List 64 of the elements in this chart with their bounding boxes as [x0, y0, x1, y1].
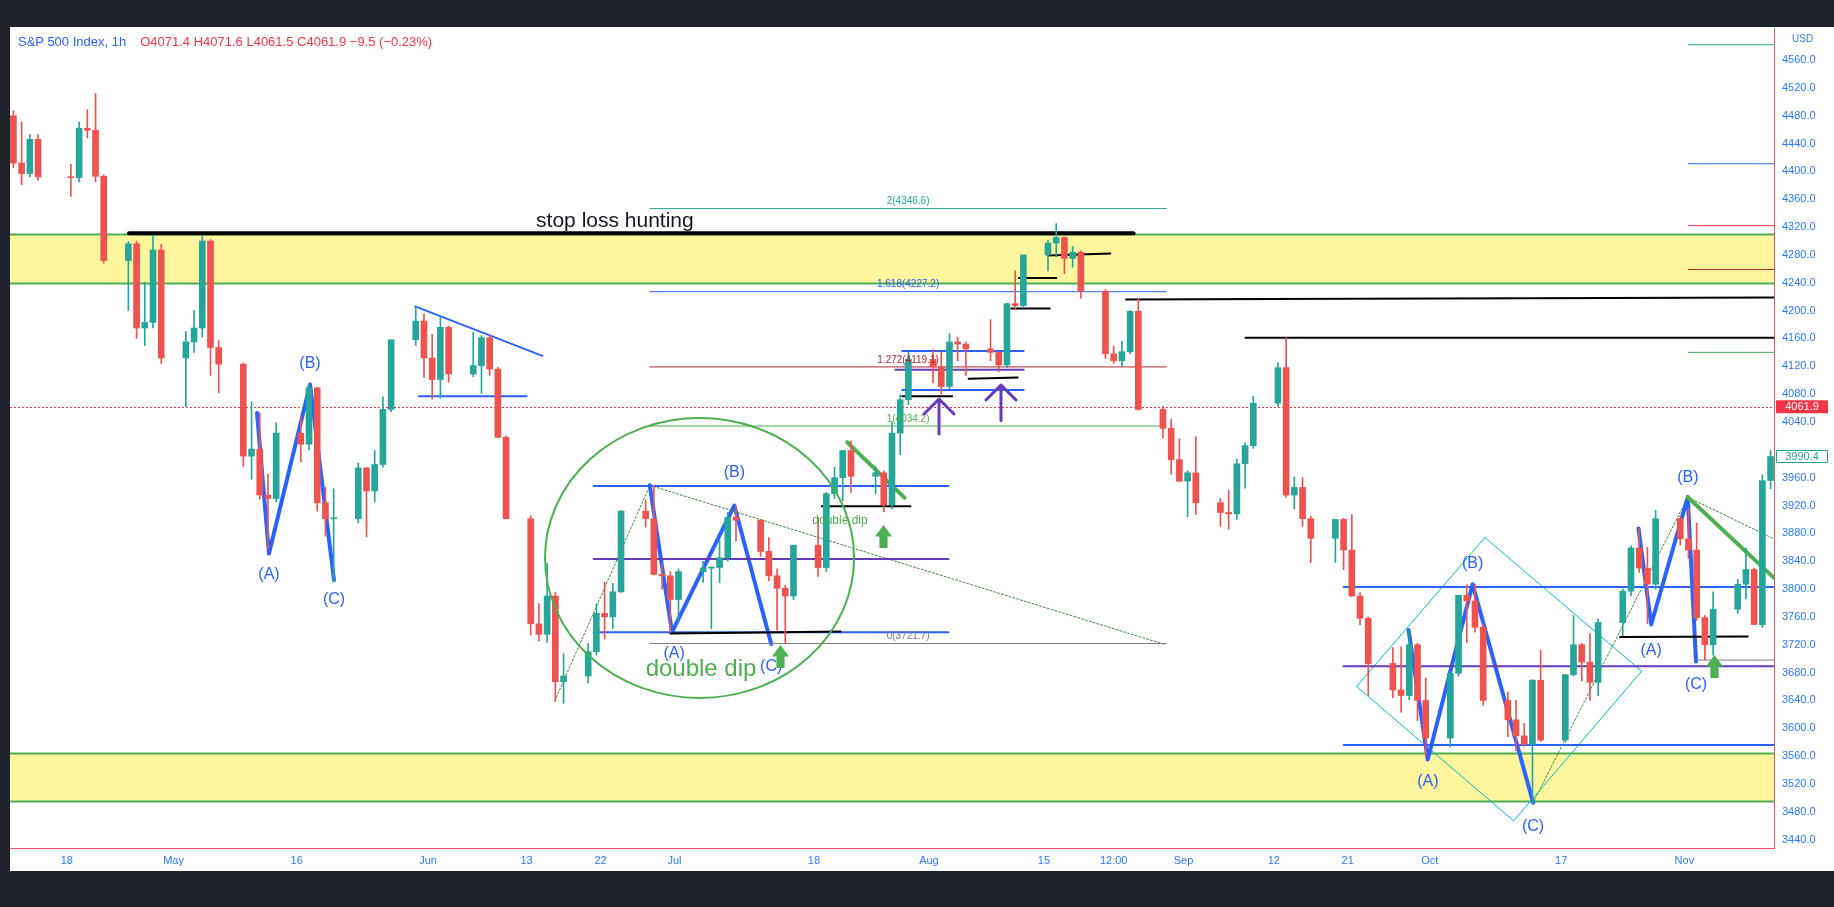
x-tick-label: 15 — [1037, 853, 1051, 866]
y-tick-label: 3480.0 — [1782, 804, 1816, 817]
y-tick-label: 3920.0 — [1782, 498, 1816, 511]
y-tick-label: 3880.0 — [1782, 526, 1816, 539]
y-tick-label: 4400.0 — [1782, 164, 1816, 177]
y-tick-label: 4320.0 — [1782, 220, 1816, 233]
y-tick-label: 3680.0 — [1782, 665, 1816, 678]
y-tick-label: 4520.0 — [1782, 80, 1816, 93]
annotation: (C) — [1521, 816, 1545, 834]
y-tick-label: 3600.0 — [1782, 721, 1816, 734]
annotation: (B) — [1461, 553, 1484, 571]
y-axis-title: USD — [1792, 33, 1814, 45]
x-tick-label: 22 — [594, 853, 607, 866]
annotation: (A) — [1640, 640, 1662, 658]
text: S&P 500 Index, 1h — [18, 34, 127, 49]
x-tick-label: Sep — [1173, 853, 1194, 866]
y-tick-label: 3840.0 — [1782, 554, 1816, 567]
y-tick-label: 3960.0 — [1782, 470, 1816, 483]
annotation: (C) — [1684, 674, 1708, 692]
x-tick-label: 17 — [1555, 853, 1568, 866]
annotation: (B) — [723, 462, 745, 480]
y-tick-label: 4480.0 — [1782, 108, 1816, 121]
x-tick-label: 21 — [1341, 853, 1354, 866]
x-tick-label: 18 — [807, 853, 821, 866]
y-tick-label: 3640.0 — [1782, 693, 1816, 706]
annotation: (A) — [1417, 771, 1439, 789]
x-tick-label: Aug — [919, 853, 939, 866]
y-tick-label: 4120.0 — [1782, 359, 1816, 372]
y-tick-label: 4440.0 — [1782, 136, 1816, 149]
y-tick-label: 4360.0 — [1782, 192, 1816, 205]
annotation: (B) — [299, 353, 321, 371]
annotation: stop loss hunting — [536, 208, 694, 232]
text: 3990.4 — [1785, 450, 1819, 463]
x-tick-label: Jul — [667, 853, 682, 866]
text: O4071.4 H4071.6 L4061.5 C4061.9 −9.5 (−0.23%) — [140, 34, 433, 49]
y-tick-label: 4160.0 — [1782, 331, 1816, 344]
x-tick-label: 16 — [290, 853, 303, 866]
y-tick-label: 4200.0 — [1782, 303, 1816, 316]
x-tick-label: May — [163, 853, 185, 866]
y-tick-label: 4080.0 — [1782, 387, 1816, 400]
y-tick-label: 4240.0 — [1782, 275, 1816, 288]
y-tick-label: 3760.0 — [1782, 609, 1816, 622]
x-tick-label: Oct — [1421, 853, 1439, 866]
x-tick-label: 12 — [1267, 853, 1280, 866]
series-label: 0(3721.7) — [886, 630, 930, 642]
y-tick-label: 3560.0 — [1782, 749, 1816, 762]
y-tick-label: 4280.0 — [1782, 247, 1816, 260]
x-tick-label: Jun — [419, 853, 437, 866]
series-label: 2(4346.6) — [886, 195, 930, 207]
x-tick-label: 12:00 — [1099, 853, 1128, 866]
y-tick-label: 3440.0 — [1782, 832, 1816, 845]
y-tick-label: 3720.0 — [1782, 637, 1816, 650]
annotation: (C) — [322, 589, 346, 607]
x-tick-label: 13 — [520, 853, 533, 866]
ref-line-label: 4061.9 — [1785, 400, 1819, 413]
y-tick-label: 3800.0 — [1782, 582, 1816, 595]
annotation: (B) — [1677, 468, 1699, 486]
x-tick-label: 18 — [60, 853, 73, 866]
x-tick-label: Nov — [1674, 853, 1695, 866]
y-tick-label: 3520.0 — [1782, 776, 1816, 789]
y-tick-label: 4560.0 — [1782, 53, 1816, 66]
y-tick-label: 4040.0 — [1782, 415, 1816, 428]
annotation: (A) — [663, 643, 685, 661]
annotation: (A) — [258, 564, 280, 582]
